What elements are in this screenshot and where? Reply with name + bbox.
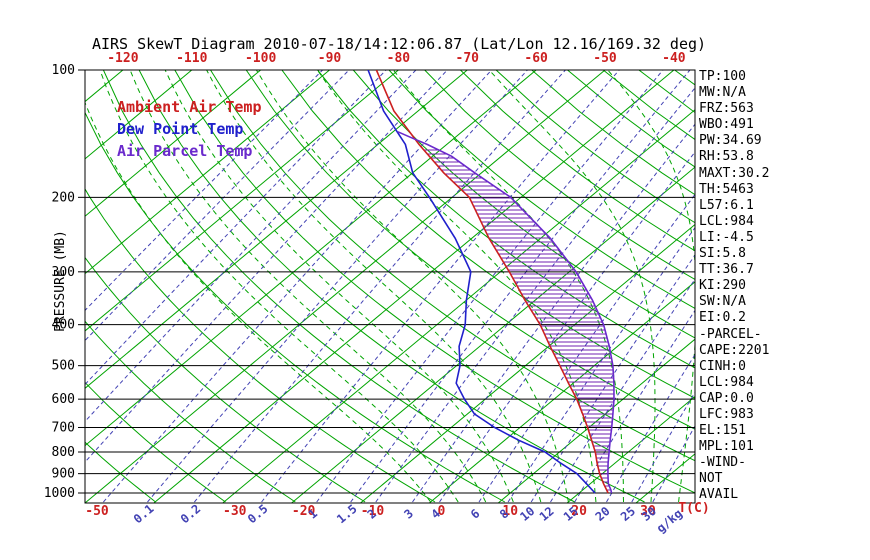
pressure-tick-label: 900 [52, 467, 75, 482]
stat-line: LFC:983 [699, 406, 754, 422]
pressure-tick-label: 700 [52, 420, 75, 435]
stat-line: KI:290 [699, 278, 746, 294]
moist-adiabat-lines [85, 70, 695, 503]
stat-line: MAXT:30.2 [699, 165, 770, 181]
stat-line: L57:6.1 [699, 197, 754, 213]
plot-border [84, 69, 696, 504]
top-temp-label: -70 [456, 51, 480, 66]
pressure-tick-label: 1000 [44, 486, 75, 501]
pressure-tick-label: 600 [52, 392, 75, 407]
sounding-lines [367, 70, 615, 494]
stat-line: LI:-4.5 [699, 229, 754, 245]
stat-line: MPL:101 [699, 439, 754, 455]
mixing-ratio-label: 6 [468, 506, 483, 521]
bottom-temp-label: -50 [85, 504, 109, 519]
legend: Ambient Air Temp Dew Point Temp Air Parc… [117, 96, 262, 162]
pressure-tick-label: 400 [52, 318, 75, 333]
bottom-temp-label: 20 [571, 504, 587, 519]
top-temp-label: -80 [387, 51, 411, 66]
air-parcel-temp-line [397, 131, 615, 494]
bottom-temp-axis: -50 -30 -20 -10 0 10 20 30 T(C) [85, 501, 709, 519]
pressure-axis-title: PRESSURE (MB) [53, 230, 68, 332]
mixing-ratio-label: 1 [306, 506, 321, 521]
bottom-temp-label: 10 [502, 504, 518, 519]
mixing-ratio-label: 0.1 [131, 502, 157, 527]
pressure-tick-label: 300 [52, 265, 75, 280]
stat-line: TT:36.7 [699, 262, 754, 278]
stat-line: TP:100 [699, 69, 746, 84]
temp-unit-label: T(C) [678, 501, 709, 516]
stat-line: -WIND- [699, 455, 746, 471]
stat-line: WBO:491 [699, 117, 754, 133]
isotherm-lines [85, 70, 695, 503]
stats-panel: TP:100 MW:N/A FRZ:563 WBO:491 PW:34.69 RH:53.… [699, 69, 769, 504]
bottom-temp-label: 0 [437, 504, 445, 519]
mixing-ratio-label: 10 [517, 504, 537, 524]
stat-line: RH:53.8 [699, 149, 754, 165]
mixing-ratio-label: 12 [537, 504, 557, 524]
stat-line: TH:5463 [699, 181, 754, 197]
stat-line: MW:N/A [699, 85, 746, 101]
stat-line: SI:5.8 [699, 246, 746, 262]
mixing-ratio-lines [85, 70, 695, 503]
pressure-tick-label: 800 [52, 445, 75, 460]
bottom-temp-label: -30 [223, 504, 247, 519]
stat-line: CAPE:2201 [699, 342, 770, 358]
stat-line: PW:34.69 [699, 133, 762, 149]
stat-line: EL:151 [699, 423, 746, 439]
top-temp-label: -60 [524, 51, 548, 66]
top-temp-label: -90 [318, 51, 342, 66]
bottom-temp-label: -10 [361, 504, 385, 519]
top-temp-label: -110 [176, 51, 207, 66]
top-temp-label: -40 [662, 51, 686, 66]
mixing-ratio-axis: 0.1 0.2 0.5 1 1.5 2 3 4 6 8 10 12 15 20 25 30g/kg [131, 502, 685, 536]
mixing-ratio-label: 0.2 [178, 502, 204, 527]
stat-line: NOT [699, 471, 723, 487]
pressure-tick-label: 100 [52, 63, 75, 78]
pressure-tick-label: 500 [52, 359, 75, 374]
mixing-ratio-label: 3 [401, 506, 416, 521]
dew-point-temp-line [367, 70, 596, 494]
mixing-ratio-label: 20 [593, 504, 613, 524]
mixing-ratio-label: 25 [618, 504, 638, 524]
top-temp-label: -100 [245, 51, 276, 66]
top-temp-axis: -120 -110 -100 -90 -80 -70 -60 -50 -40 [107, 51, 686, 66]
legend-dew-point-temp: Dew Point Temp [117, 120, 244, 138]
stat-line: EI:0.2 [699, 310, 746, 326]
legend-ambient-air-temp: Ambient Air Temp [117, 98, 262, 116]
mixing-ratio-label: 0.5 [245, 502, 271, 527]
top-temp-label: -120 [107, 51, 138, 66]
pressure-axis: 100 200 300 400 500 600 700 800 900 1000 PRESSURE … [44, 63, 85, 501]
stat-line: -PARCEL- [699, 326, 762, 342]
bottom-temp-label: -20 [292, 504, 316, 519]
legend-air-parcel-temp: Air Parcel Temp [117, 142, 253, 160]
stat-line: CINH:0 [699, 358, 746, 374]
pressure-tick-label: 200 [52, 190, 75, 205]
stat-line: LCL:984 [699, 213, 754, 229]
chart-title: AIRS SkewT Diagram 2010-07-18/14:12:06.8… [91, 35, 707, 53]
top-temp-label: -50 [593, 51, 617, 66]
dry-adiabat-lines [85, 70, 695, 503]
bottom-temp-label: 30 [640, 504, 656, 519]
stat-line: CAP:0.0 [699, 390, 754, 406]
stat-line: FRZ:563 [699, 101, 754, 117]
stat-line: SW:N/A [699, 294, 746, 310]
ambient-air-temp-line [375, 70, 609, 494]
cape-hatch-region [423, 149, 614, 491]
stat-line: LCL:984 [699, 374, 754, 390]
mixing-ratio-label: 1.5 [334, 502, 360, 527]
stat-line: AVAIL [699, 487, 739, 503]
